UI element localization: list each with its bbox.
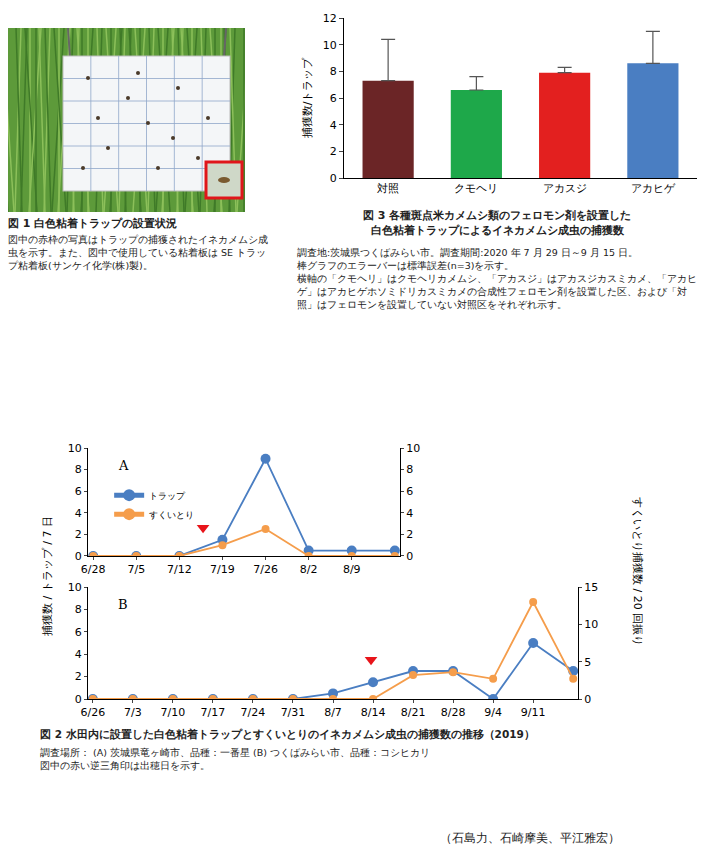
svg-text:6: 6	[75, 485, 82, 498]
svg-text:捕獲数/トラップ: 捕獲数/トラップ	[301, 57, 314, 139]
html-text:図 1 白色粘着トラップの設置状況: 図 1 白色粘着トラップの設置状況	[8, 217, 178, 230]
svg-text:7/10: 7/10	[161, 706, 186, 719]
svg-text:B: B	[118, 597, 128, 612]
svg-text:8/21: 8/21	[401, 706, 426, 719]
svg-text:0: 0	[406, 550, 413, 563]
svg-text:8: 8	[330, 65, 337, 78]
svg-text:2: 2	[406, 528, 413, 541]
svg-text:6: 6	[330, 92, 337, 105]
svg-text:すくいとり: すくいとり	[149, 510, 194, 520]
svg-text:8: 8	[75, 603, 82, 616]
svg-text:2: 2	[75, 528, 82, 541]
svg-text:7/3: 7/3	[124, 706, 142, 719]
html-text:図中の赤い逆三角印は出穂日を示す。: 図中の赤い逆三角印は出穂日を示す。	[40, 760, 210, 771]
svg-text:6: 6	[75, 626, 82, 639]
svg-text:6/28: 6/28	[81, 563, 106, 576]
html-text:調査地:茨城県つくばみらい市。調査期間:2020 年 7 月: 調査地:茨城県つくばみらい市。調査期間:2020 年 7 月 29 日～9 月 …	[297, 247, 638, 258]
svg-text:9/4: 9/4	[484, 706, 502, 719]
svg-text:A: A	[118, 458, 129, 473]
svg-text:0: 0	[75, 693, 82, 706]
svg-text:10: 10	[68, 442, 82, 455]
svg-text:2: 2	[75, 670, 82, 683]
svg-text:7/24: 7/24	[241, 706, 266, 719]
svg-text:7/26: 7/26	[253, 563, 278, 576]
html-text:白色粘着トラップによるイネカメムシ成虫の捕獲数: 白色粘着トラップによるイネカメムシ成虫の捕獲数	[370, 224, 624, 237]
html-text:横軸の「クモヘリ」はクモヘリカメムシ、「アカスジ」はアカスジ: 横軸の「クモヘリ」はクモヘリカメムシ、「アカスジ」はアカスジカスミカメ、「アカヒ…	[297, 273, 697, 310]
html-text:図 3 各種斑点米カメムシ類のフェロモン剤を設置した: 図 3 各種斑点米カメムシ類のフェロモン剤を設置した	[362, 209, 632, 222]
svg-text:トラップ: トラップ	[149, 491, 186, 501]
svg-text:7/5: 7/5	[127, 563, 145, 576]
svg-text:5: 5	[584, 656, 591, 669]
svg-text:アカスジ: アカスジ	[543, 182, 587, 195]
svg-text:8/7: 8/7	[324, 706, 342, 719]
svg-text:7/31: 7/31	[281, 706, 306, 719]
svg-text:7/17: 7/17	[201, 706, 226, 719]
svg-text:8: 8	[406, 463, 413, 476]
svg-text:6/26: 6/26	[80, 706, 105, 719]
html-text:棒グラフのエラーバーは標準誤差(n=3)を示す。: 棒グラフのエラーバーは標準誤差(n=3)を示す。	[297, 260, 515, 271]
svg-text:すくいとり捕獲数 / 20 回振り: すくいとり捕獲数 / 20 回振り	[631, 497, 644, 646]
svg-text:2: 2	[330, 145, 337, 158]
svg-text:4: 4	[75, 507, 82, 520]
svg-text:8: 8	[75, 463, 82, 476]
svg-text:12: 12	[323, 12, 337, 25]
svg-text:0: 0	[584, 693, 591, 706]
svg-text:8/28: 8/28	[441, 706, 466, 719]
svg-text:対照: 対照	[377, 182, 399, 195]
svg-text:捕獲数 / トラップ / 7 日: 捕獲数 / トラップ / 7 日	[41, 516, 54, 636]
svg-text:8/9: 8/9	[343, 563, 361, 576]
svg-text:7/19: 7/19	[210, 563, 235, 576]
html-text:調査場所： (A) 茨城県竜ヶ崎市、品種：一番星 (B) つ: 調査場所： (A) 茨城県竜ヶ崎市、品種：一番星 (B) つくばみらい市、品種：…	[40, 747, 430, 758]
svg-text:7/12: 7/12	[167, 563, 192, 576]
svg-text:4: 4	[330, 119, 337, 132]
svg-text:10: 10	[406, 442, 420, 455]
svg-text:0: 0	[75, 550, 82, 563]
html-text:図 2 水田内に設置した白色粘着トラップとすくいとりのイネカ: 図 2 水田内に設置した白色粘着トラップとすくいとりのイネカメムシ成虫の捕獲数の…	[40, 728, 535, 740]
svg-text:0: 0	[330, 172, 337, 185]
svg-text:アカヒゲ: アカヒゲ	[631, 182, 676, 195]
svg-text:4: 4	[406, 507, 413, 520]
svg-text:9/11: 9/11	[521, 706, 546, 719]
svg-text:4: 4	[75, 648, 82, 661]
svg-text:15: 15	[584, 581, 598, 594]
svg-text:6: 6	[406, 485, 413, 498]
svg-text:8/2: 8/2	[300, 563, 318, 576]
svg-text:10: 10	[68, 581, 82, 594]
html-text:図中の赤枠の写真はトラップの捕獲されたイネカメムシ成虫を示す: 図中の赤枠の写真はトラップの捕獲されたイネカメムシ成虫を示す。また、図中で使用し…	[8, 234, 268, 271]
svg-text:クモヘリ: クモヘリ	[454, 182, 498, 195]
svg-text:8/14: 8/14	[361, 706, 386, 719]
svg-text:10: 10	[323, 39, 337, 52]
html-text:（石島力、石崎摩美、平江雅宏）: （石島力、石崎摩美、平江雅宏）	[440, 831, 620, 845]
svg-text:10: 10	[584, 618, 598, 631]
